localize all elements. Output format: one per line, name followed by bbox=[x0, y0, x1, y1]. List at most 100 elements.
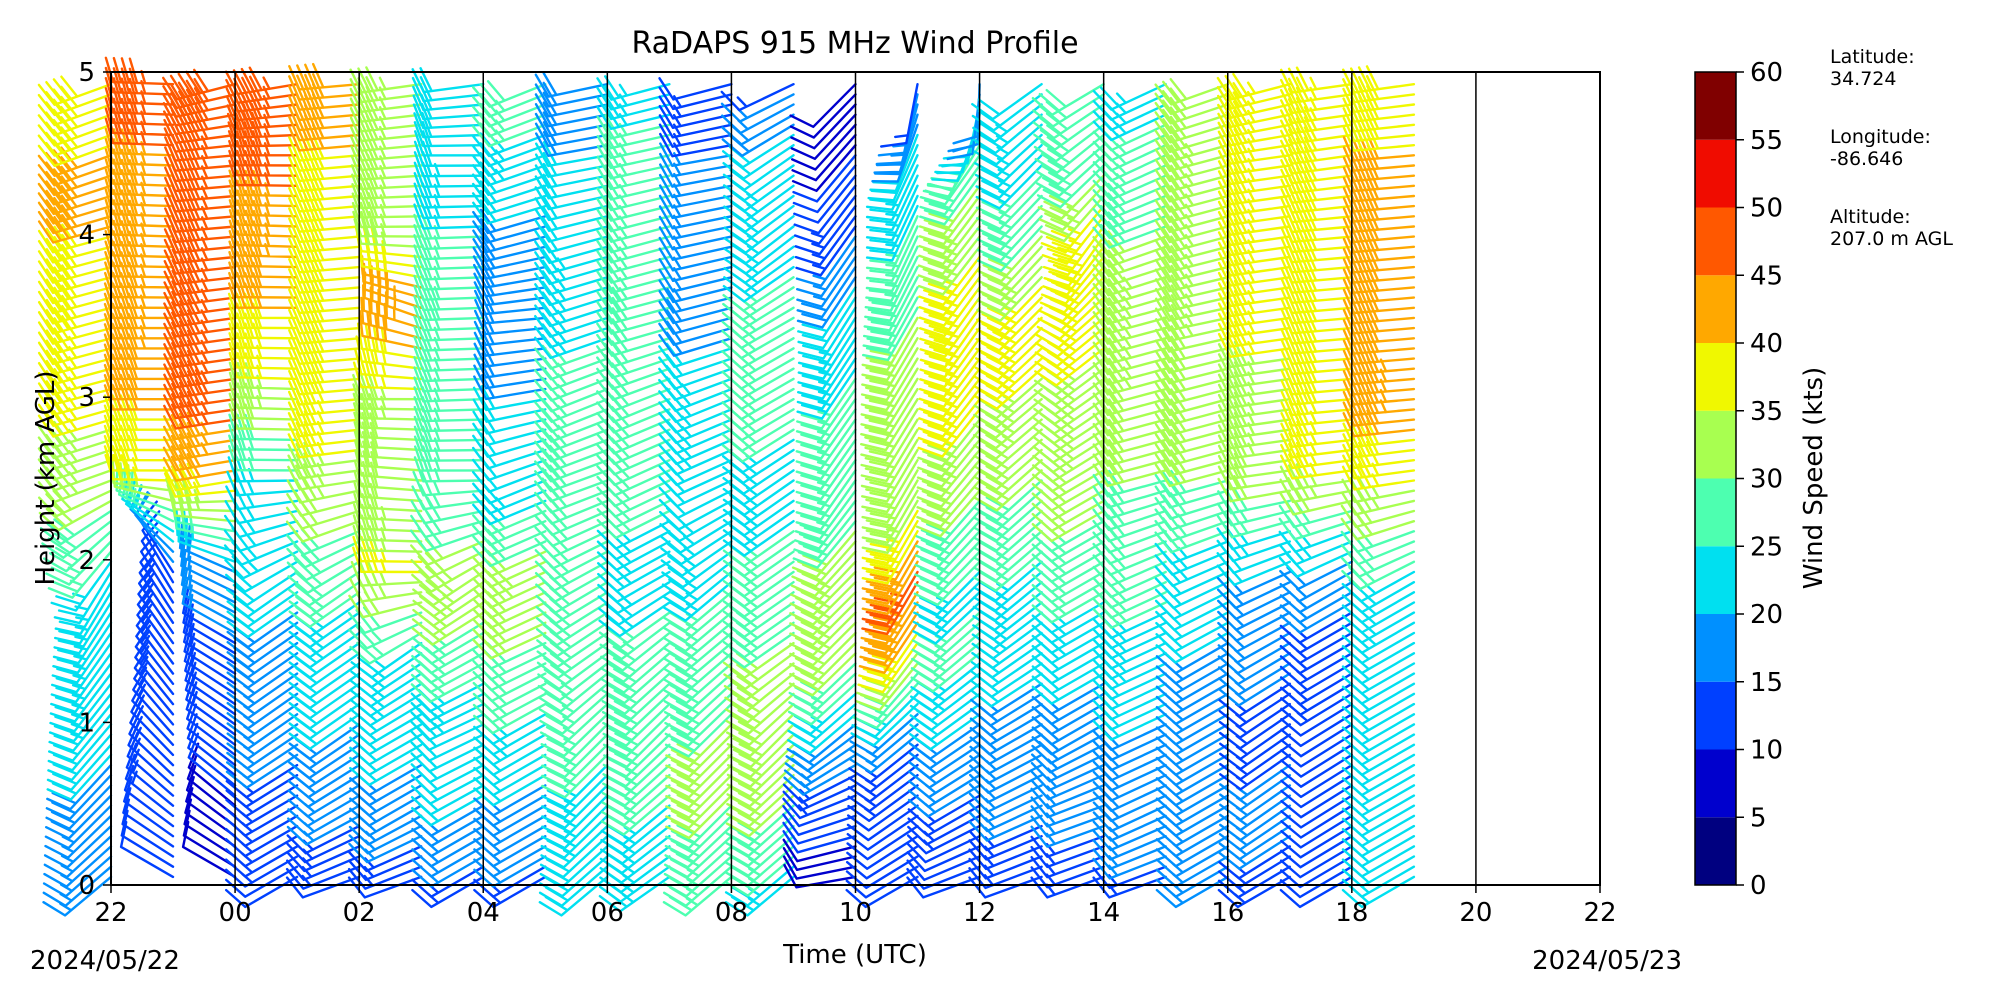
wind-barb bbox=[472, 180, 547, 206]
wind-barb bbox=[50, 560, 113, 612]
wind-barb bbox=[797, 326, 857, 380]
wind-barb bbox=[348, 835, 423, 864]
wind-barb bbox=[534, 530, 609, 559]
wind-barb bbox=[795, 387, 857, 440]
wind-barb bbox=[1092, 784, 1167, 812]
wind-barb bbox=[603, 723, 671, 768]
wind-barb bbox=[1342, 347, 1416, 376]
wind-barb bbox=[795, 448, 857, 501]
wind-barb bbox=[472, 692, 547, 724]
wind-barb bbox=[722, 448, 795, 485]
wind-barb bbox=[1154, 528, 1229, 554]
wind-barb bbox=[411, 611, 485, 646]
wind-barb bbox=[37, 453, 113, 481]
wind-barb bbox=[910, 662, 981, 703]
wind-barb bbox=[722, 459, 795, 495]
wind-barb bbox=[1280, 266, 1353, 294]
wind-barb bbox=[797, 347, 857, 400]
wind-barb bbox=[851, 692, 919, 738]
wind-barb bbox=[1092, 763, 1167, 792]
wind-barb bbox=[794, 499, 857, 550]
wind-barb bbox=[472, 611, 547, 640]
wind-barb bbox=[976, 194, 1043, 241]
wind-barb bbox=[722, 591, 795, 628]
wind-barb bbox=[1280, 452, 1353, 480]
wind-barb bbox=[410, 510, 485, 539]
wind-barb bbox=[1154, 245, 1229, 273]
wind-barb bbox=[410, 662, 485, 694]
wind-barb bbox=[782, 838, 857, 863]
wind-barb bbox=[473, 702, 547, 735]
wind-barb bbox=[1342, 134, 1416, 162]
wind-barb bbox=[182, 596, 237, 655]
wind-barb bbox=[472, 152, 547, 177]
wind-barb bbox=[1154, 235, 1229, 264]
wind-barb bbox=[1092, 845, 1167, 871]
wind-barb bbox=[865, 204, 919, 262]
wind-barb bbox=[1280, 702, 1353, 737]
wind-barb bbox=[1092, 103, 1167, 132]
wind-barb bbox=[286, 540, 361, 569]
wind-barb bbox=[472, 132, 547, 158]
wind-barb bbox=[1280, 713, 1353, 748]
y-tick-label: 5 bbox=[78, 58, 95, 88]
wind-barb bbox=[846, 814, 919, 851]
wind-barb bbox=[976, 215, 1043, 262]
wind-barb bbox=[598, 875, 671, 913]
wind-barb bbox=[354, 460, 423, 492]
colorbar-segment bbox=[1695, 410, 1736, 479]
wind-barb bbox=[918, 204, 981, 256]
wind-barb bbox=[288, 83, 361, 111]
wind-barb bbox=[103, 343, 175, 370]
colorbar-tick-label: 5 bbox=[1750, 803, 1767, 833]
wind-barb bbox=[726, 784, 795, 828]
wind-barb bbox=[791, 123, 857, 171]
wind-barb bbox=[534, 444, 609, 473]
wind-barb bbox=[722, 581, 795, 618]
wind-barb bbox=[1092, 753, 1167, 782]
wind-barb bbox=[1092, 514, 1167, 543]
wind-barb bbox=[352, 535, 423, 563]
wind-barb bbox=[787, 702, 857, 745]
wind-barb bbox=[288, 621, 361, 659]
wind-barb bbox=[1154, 274, 1229, 303]
barb-column bbox=[1278, 66, 1353, 909]
wind-barb bbox=[348, 621, 423, 650]
wind-barb bbox=[288, 123, 361, 152]
colorbar-segment bbox=[1695, 275, 1736, 343]
wind-barb bbox=[410, 753, 485, 784]
wind-barb bbox=[1217, 147, 1291, 175]
wind-barb bbox=[914, 530, 981, 577]
wind-barb bbox=[859, 611, 919, 665]
wind-barb bbox=[1280, 256, 1353, 284]
wind-barb bbox=[1092, 692, 1167, 721]
wind-barb bbox=[1280, 763, 1353, 799]
wind-barb bbox=[658, 226, 733, 251]
colorbar-tick-label: 50 bbox=[1750, 194, 1783, 224]
wind-barb bbox=[722, 560, 795, 598]
wind-barb bbox=[658, 279, 733, 304]
wind-barb bbox=[37, 165, 113, 196]
wind-barb bbox=[1154, 481, 1229, 509]
wind-barb bbox=[860, 347, 919, 402]
wind-barb bbox=[1280, 245, 1353, 274]
wind-barb bbox=[48, 692, 113, 743]
colorbar-label: Wind Speed (kts) bbox=[1799, 367, 1829, 589]
wind-barb bbox=[413, 304, 485, 332]
wind-barb bbox=[917, 398, 981, 448]
wind-barb bbox=[1092, 481, 1167, 509]
wind-barb bbox=[1280, 195, 1353, 224]
wind-barb bbox=[861, 459, 919, 514]
wind-barb bbox=[791, 540, 857, 588]
wind-barb bbox=[598, 601, 671, 638]
wind-barb bbox=[1031, 560, 1105, 593]
wind-barb bbox=[722, 601, 795, 639]
wind-barb bbox=[917, 408, 981, 458]
barb-column bbox=[720, 83, 795, 917]
wind-barb bbox=[596, 206, 671, 233]
wind-barb bbox=[1278, 528, 1353, 553]
wind-barb bbox=[663, 845, 733, 888]
wind-barb bbox=[1280, 276, 1353, 304]
wind-barb bbox=[37, 420, 113, 449]
wind-barb bbox=[1280, 399, 1353, 427]
